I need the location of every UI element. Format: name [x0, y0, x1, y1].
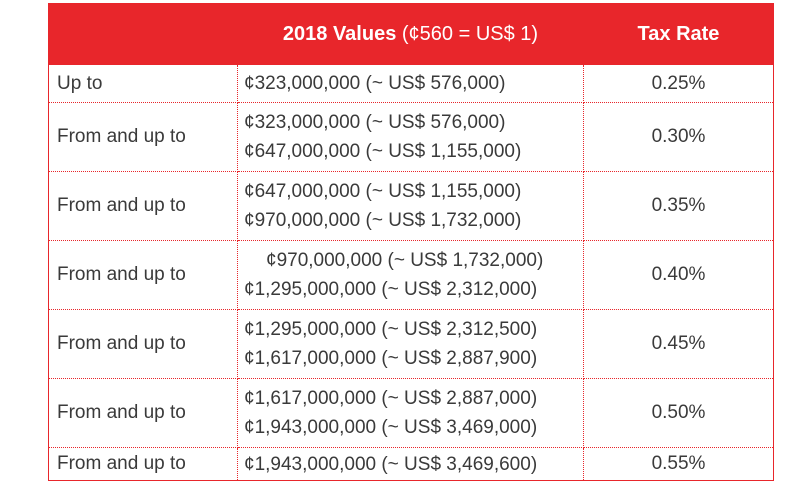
header-tax-rate: Tax Rate: [583, 3, 774, 65]
row-tax-rate: 0.25%: [583, 64, 774, 103]
table-row: From and up to ¢647,000,000 (~ US$ 1,155…: [48, 171, 774, 241]
header-exchange-rate-note: (¢560 = US$ 1): [401, 22, 539, 45]
table-row: From and up to ¢970,000,000 (~ US$ 1,732…: [48, 240, 774, 310]
row-range-label: From and up to: [48, 240, 238, 310]
row-value-line: ¢647,000,000 (~ US$ 1,155,000): [244, 141, 522, 162]
row-value-line: ¢323,000,000 (~ US$ 576,000): [244, 73, 506, 94]
row-tax-rate: 0.50%: [583, 378, 774, 448]
row-value-line: ¢1,943,000,000 (~ US$ 3,469,600): [244, 453, 538, 475]
row-values: ¢1,295,000,000 (~ US$ 2,312,500) ¢1,617,…: [237, 309, 584, 379]
row-range-label: Up to: [48, 64, 238, 103]
tax-rate-table-container: 2018 Values (¢560 = US$ 1) Tax Rate Up t…: [48, 3, 774, 481]
row-tax-rate: 0.55%: [583, 447, 774, 481]
header-values-title: 2018 Values: [282, 22, 397, 45]
row-value-line: ¢323,000,000 (~ US$ 576,000): [244, 112, 506, 133]
tax-rate-table: 2018 Values (¢560 = US$ 1) Tax Rate Up t…: [48, 3, 774, 481]
table-row: From and up to ¢1,295,000,000 (~ US$ 2,3…: [48, 309, 774, 379]
row-values: ¢323,000,000 (~ US$ 576,000): [237, 64, 584, 103]
table-row: From and up to ¢1,617,000,000 (~ US$ 2,8…: [48, 378, 774, 448]
table-header-row: 2018 Values (¢560 = US$ 1) Tax Rate: [48, 3, 774, 65]
row-tax-rate: 0.45%: [583, 309, 774, 379]
row-value-line: ¢1,295,000,000 (~ US$ 2,312,500): [244, 319, 538, 340]
row-range-label: From and up to: [48, 309, 238, 379]
row-tax-rate: 0.30%: [583, 102, 774, 172]
row-values: ¢1,617,000,000 (~ US$ 2,887,000) ¢1,943,…: [237, 378, 584, 448]
row-tax-rate: 0.40%: [583, 240, 774, 310]
row-values: ¢970,000,000 (~ US$ 1,732,000) ¢1,295,00…: [237, 240, 584, 310]
row-range-label: From and up to: [48, 378, 238, 448]
row-value-line: ¢647,000,000 (~ US$ 1,155,000): [244, 181, 522, 202]
row-range-label: From and up to: [48, 447, 238, 481]
table-row: From and up to ¢1,943,000,000 (~ US$ 3,4…: [48, 447, 774, 481]
row-values: ¢647,000,000 (~ US$ 1,155,000) ¢970,000,…: [237, 171, 584, 241]
header-range: [48, 3, 238, 65]
row-value-line: ¢1,617,000,000 (~ US$ 2,887,000): [244, 388, 538, 409]
header-values: 2018 Values (¢560 = US$ 1): [237, 3, 584, 65]
table-row: From and up to ¢323,000,000 (~ US$ 576,0…: [48, 102, 774, 172]
table-row: Up to ¢323,000,000 (~ US$ 576,000) 0.25%: [48, 64, 774, 103]
row-value-line: ¢1,617,000,000 (~ US$ 2,887,900): [244, 348, 538, 369]
row-value-line: ¢1,295,000,000 (~ US$ 2,312,000): [244, 279, 538, 300]
row-values: ¢323,000,000 (~ US$ 576,000) ¢647,000,00…: [237, 102, 584, 172]
row-range-label: From and up to: [48, 102, 238, 172]
row-value-line: ¢970,000,000 (~ US$ 1,732,000): [244, 210, 522, 231]
row-value-line: ¢970,000,000 (~ US$ 1,732,000): [266, 250, 544, 271]
row-value-line: ¢1,943,000,000 (~ US$ 3,469,000): [244, 417, 538, 438]
row-values: ¢1,943,000,000 (~ US$ 3,469,600): [237, 447, 584, 481]
row-tax-rate: 0.35%: [583, 171, 774, 241]
row-range-label: From and up to: [48, 171, 238, 241]
